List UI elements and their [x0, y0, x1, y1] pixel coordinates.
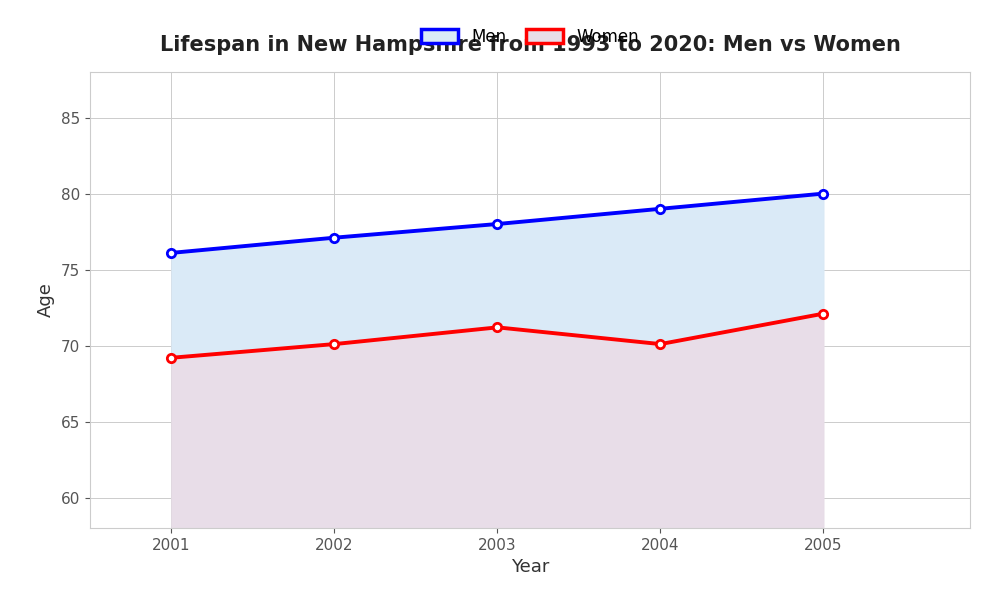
- Title: Lifespan in New Hampshire from 1993 to 2020: Men vs Women: Lifespan in New Hampshire from 1993 to 2…: [160, 35, 900, 55]
- X-axis label: Year: Year: [511, 558, 549, 576]
- Y-axis label: Age: Age: [37, 283, 55, 317]
- Legend: Men, Women: Men, Women: [414, 21, 646, 52]
